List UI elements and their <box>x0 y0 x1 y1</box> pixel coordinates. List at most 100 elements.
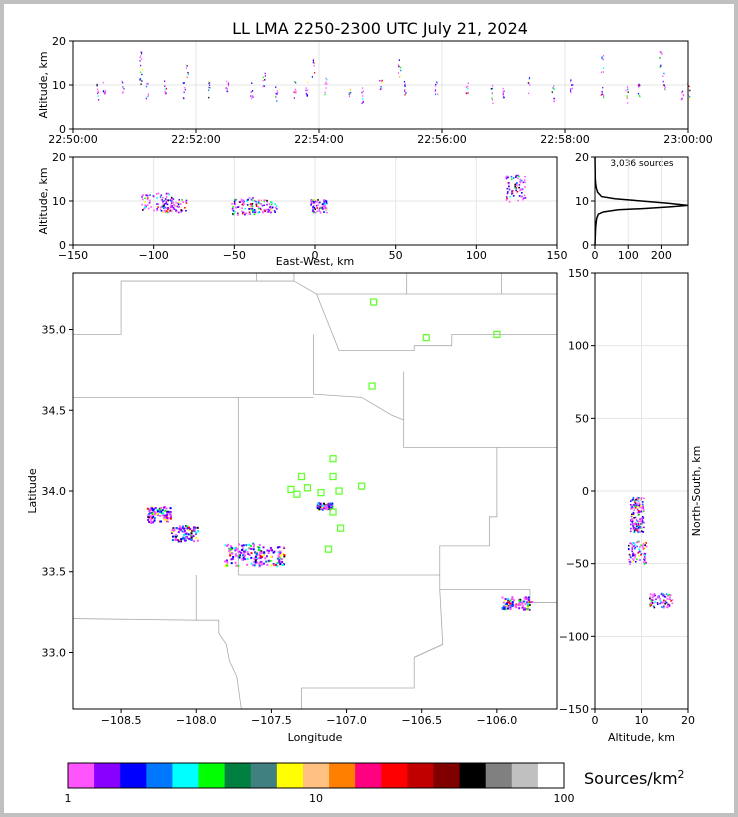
source-point <box>643 556 646 558</box>
source-point <box>491 87 494 90</box>
source-point <box>321 203 324 206</box>
source-point <box>252 542 255 545</box>
source-point <box>635 523 637 526</box>
source-point <box>237 564 240 567</box>
source-point <box>166 203 169 206</box>
y-tick-label: 10 <box>52 79 66 92</box>
source-point <box>243 554 246 557</box>
source-point <box>323 505 326 508</box>
source-point <box>361 102 363 105</box>
source-point <box>185 199 188 202</box>
y-tick-label: −100 <box>559 630 589 643</box>
source-point <box>250 562 253 565</box>
source-point <box>144 197 146 200</box>
source-point <box>511 596 514 599</box>
source-point <box>247 553 250 556</box>
source-point <box>170 204 172 207</box>
source-point <box>628 560 631 563</box>
source-point <box>146 95 148 98</box>
source-point <box>187 526 190 529</box>
source-point <box>325 506 328 509</box>
source-point <box>318 508 321 511</box>
source-point <box>664 87 666 90</box>
source-point <box>257 206 260 208</box>
source-point <box>250 91 252 93</box>
source-point <box>263 199 266 201</box>
source-point <box>147 515 150 518</box>
source-point <box>224 565 227 568</box>
source-point <box>634 544 636 546</box>
source-point <box>512 177 515 179</box>
source-point <box>178 201 180 204</box>
source-point <box>248 554 251 557</box>
source-point <box>255 552 258 555</box>
source-point <box>632 513 635 516</box>
source-point <box>153 209 155 212</box>
source-point <box>226 80 228 83</box>
source-point <box>570 79 572 81</box>
source-point <box>180 211 182 213</box>
source-point <box>531 601 534 604</box>
source-point <box>399 75 401 78</box>
source-point <box>190 538 193 541</box>
source-point <box>634 505 637 507</box>
source-point <box>193 527 196 530</box>
source-point <box>508 185 510 188</box>
source-point <box>293 91 295 94</box>
source-point <box>404 93 406 96</box>
source-point <box>629 500 632 502</box>
source-point <box>187 533 190 536</box>
colorbar-bin <box>537 763 565 788</box>
source-point <box>633 531 636 533</box>
source-point <box>224 544 227 547</box>
altitude-histogram-line <box>594 156 689 246</box>
source-point <box>228 550 231 553</box>
source-point <box>262 85 264 88</box>
source-point <box>644 554 646 557</box>
source-point <box>631 546 634 548</box>
source-point <box>311 76 313 78</box>
source-point <box>161 205 164 208</box>
source-point <box>657 596 659 599</box>
source-point <box>248 213 251 216</box>
source-point <box>258 547 261 550</box>
source-point <box>170 514 173 517</box>
source-point <box>627 548 630 550</box>
source-point <box>630 507 632 510</box>
source-point <box>257 201 260 203</box>
source-point <box>683 94 685 97</box>
source-point <box>637 530 640 532</box>
source-point <box>263 552 266 555</box>
source-point <box>638 520 641 523</box>
source-point <box>630 519 633 521</box>
source-point <box>663 606 665 609</box>
source-point <box>141 50 143 53</box>
y-tick-label: 100 <box>568 340 589 353</box>
source-point <box>631 550 634 553</box>
source-point <box>244 207 247 210</box>
source-point <box>175 210 178 213</box>
source-point <box>398 59 400 61</box>
source-point <box>96 92 99 95</box>
source-point <box>643 563 646 565</box>
source-point <box>323 208 325 210</box>
source-point <box>168 211 170 213</box>
source-point <box>312 211 315 214</box>
source-point <box>177 531 180 534</box>
source-point <box>175 534 178 537</box>
source-point <box>434 90 436 93</box>
colorbar-bin <box>198 763 226 788</box>
source-point <box>316 207 319 209</box>
source-point <box>265 555 268 558</box>
source-point <box>601 91 603 93</box>
source-point <box>172 201 175 204</box>
source-point <box>229 554 232 557</box>
source-point <box>518 195 521 197</box>
source-point <box>313 199 316 201</box>
source-point <box>316 504 319 507</box>
source-point <box>633 559 635 561</box>
source-point <box>318 208 320 211</box>
source-point <box>643 509 645 511</box>
source-point <box>208 96 210 99</box>
source-point <box>171 205 174 207</box>
